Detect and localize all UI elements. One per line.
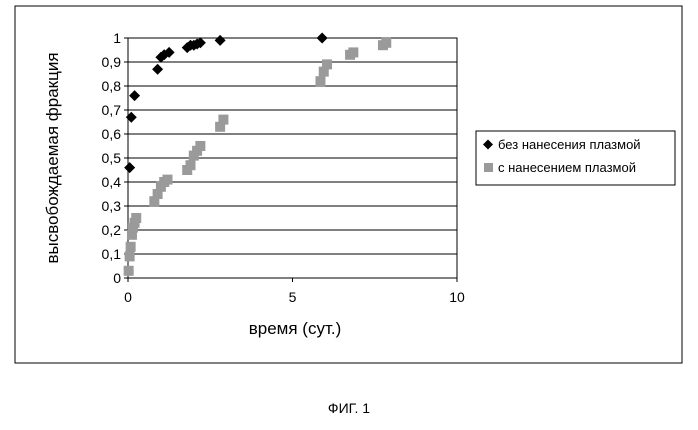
point-with-plasma [162,175,172,185]
y-tick-label: 0,4 [102,174,122,190]
y-tick-label: 0,6 [102,126,122,142]
legend-marker-square [484,163,493,172]
point-with-plasma [186,160,196,170]
y-tick-label: 0,8 [102,78,122,94]
x-tick-label: 5 [289,289,297,305]
y-tick-label: 0,5 [102,150,122,166]
legend: без нанесения плазмой с нанесением плазм… [476,131,675,185]
figure-caption: ФИГ. 1 [0,400,698,416]
point-with-plasma [322,59,332,69]
y-tick-label: 0,2 [102,222,122,238]
point-with-plasma [126,242,136,252]
point-with-plasma [124,266,134,276]
y-tick-label: 0 [113,270,121,286]
point-with-plasma [381,38,391,48]
x-tick-label: 0 [124,289,132,305]
point-with-plasma [218,115,228,125]
y-tick-label: 0,7 [102,102,122,118]
point-with-plasma [125,251,135,261]
y-tick-label: 1 [113,30,121,46]
y-tick-label: 0,9 [102,54,122,70]
y-axis-title: высвобождаемая фракция [43,52,62,263]
point-with-plasma [131,213,141,223]
y-tick-label: 0,3 [102,198,122,214]
x-axis-title: время (сут.) [249,319,342,338]
point-with-plasma [348,47,358,57]
legend-label-series-2: с нанесением плазмой [498,160,636,175]
point-with-plasma [315,76,325,86]
legend-label-series-1: без нанесения плазмой [498,137,641,152]
y-tick-label: 0,1 [102,246,122,262]
point-with-plasma [195,141,205,151]
x-tick-label: 10 [449,289,465,305]
